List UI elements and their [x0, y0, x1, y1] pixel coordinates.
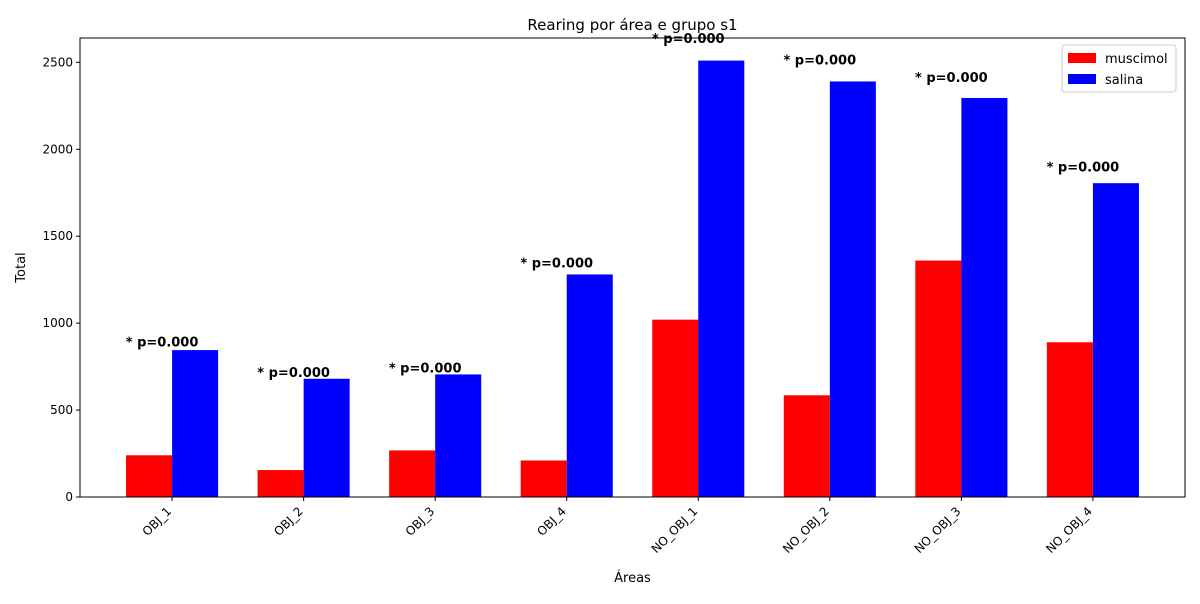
bar-muscimol — [520, 460, 567, 497]
legend-label-muscimol: muscimol — [1105, 52, 1168, 67]
p-value-annotation: * p=0.000 — [783, 54, 856, 69]
y-axis-label: Total — [14, 252, 29, 283]
p-value-annotation: * p=0.000 — [1047, 160, 1120, 175]
bar-salina — [961, 97, 1008, 497]
y-tick-label: 500 — [50, 403, 73, 417]
x-tick-label: OBJ_4 — [534, 504, 569, 539]
y-tick-label: 1000 — [42, 316, 73, 330]
p-value-annotation: * p=0.000 — [915, 71, 988, 86]
bar-muscimol — [257, 470, 304, 497]
x-tick-label: OBJ_2 — [271, 504, 306, 539]
bar-muscimol — [1046, 342, 1093, 497]
x-axis-label: Áreas — [614, 570, 651, 586]
p-value-annotation: * p=0.000 — [389, 361, 462, 376]
legend-label-salina: salina — [1105, 73, 1143, 88]
x-tick-label: NO_OBJ_4 — [1043, 504, 1095, 556]
bar-salina — [566, 274, 613, 497]
plot-frame — [79, 37, 1186, 498]
bar-salina — [698, 60, 745, 498]
legend-swatch-muscimol — [1068, 53, 1096, 63]
x-tick-label: OBJ_1 — [140, 504, 175, 539]
x-axis: OBJ_1 OBJ_2 OBJ_3 OBJ_4 NO_OBJ_1 NO_OBJ_2 NO_O… — [140, 497, 1095, 556]
x-tick-label: OBJ_3 — [403, 504, 438, 539]
p-value-annotation: * p=0.000 — [257, 366, 330, 381]
bar-salina — [1092, 183, 1139, 497]
x-tick-label: NO_OBJ_2 — [780, 504, 832, 556]
x-tick-label: NO_OBJ_3 — [912, 504, 964, 556]
annotations-group: * p=0.000 * p=0.000 * p=0.000 * p=0.000 * p=… — [126, 32, 1119, 381]
bar-salina — [829, 81, 876, 497]
y-tick-label: 1500 — [42, 229, 73, 243]
bar-salina — [303, 378, 350, 497]
bar-salina — [172, 350, 219, 497]
p-value-annotation: * p=0.000 — [126, 336, 199, 351]
y-tick-label: 2500 — [42, 55, 73, 69]
y-tick-label: 0 — [65, 490, 73, 504]
x-tick-label: NO_OBJ_1 — [649, 504, 701, 556]
bar-muscimol — [652, 319, 699, 497]
legend-swatch-salina — [1068, 74, 1096, 84]
chart-title: Rearing por área e grupo s1 — [527, 16, 737, 34]
bar-muscimol — [915, 260, 962, 497]
bars-group — [126, 60, 1139, 498]
y-axis: 0 500 1000 1500 2000 2500 — [42, 55, 80, 504]
p-value-annotation: * p=0.000 — [652, 32, 725, 47]
bar-muscimol — [126, 455, 173, 497]
bar-salina — [435, 374, 482, 497]
legend: muscimol salina — [1061, 44, 1177, 93]
bar-muscimol — [783, 395, 830, 497]
bar-muscimol — [389, 450, 436, 497]
y-tick-label: 2000 — [42, 142, 73, 156]
p-value-annotation: * p=0.000 — [520, 256, 593, 271]
